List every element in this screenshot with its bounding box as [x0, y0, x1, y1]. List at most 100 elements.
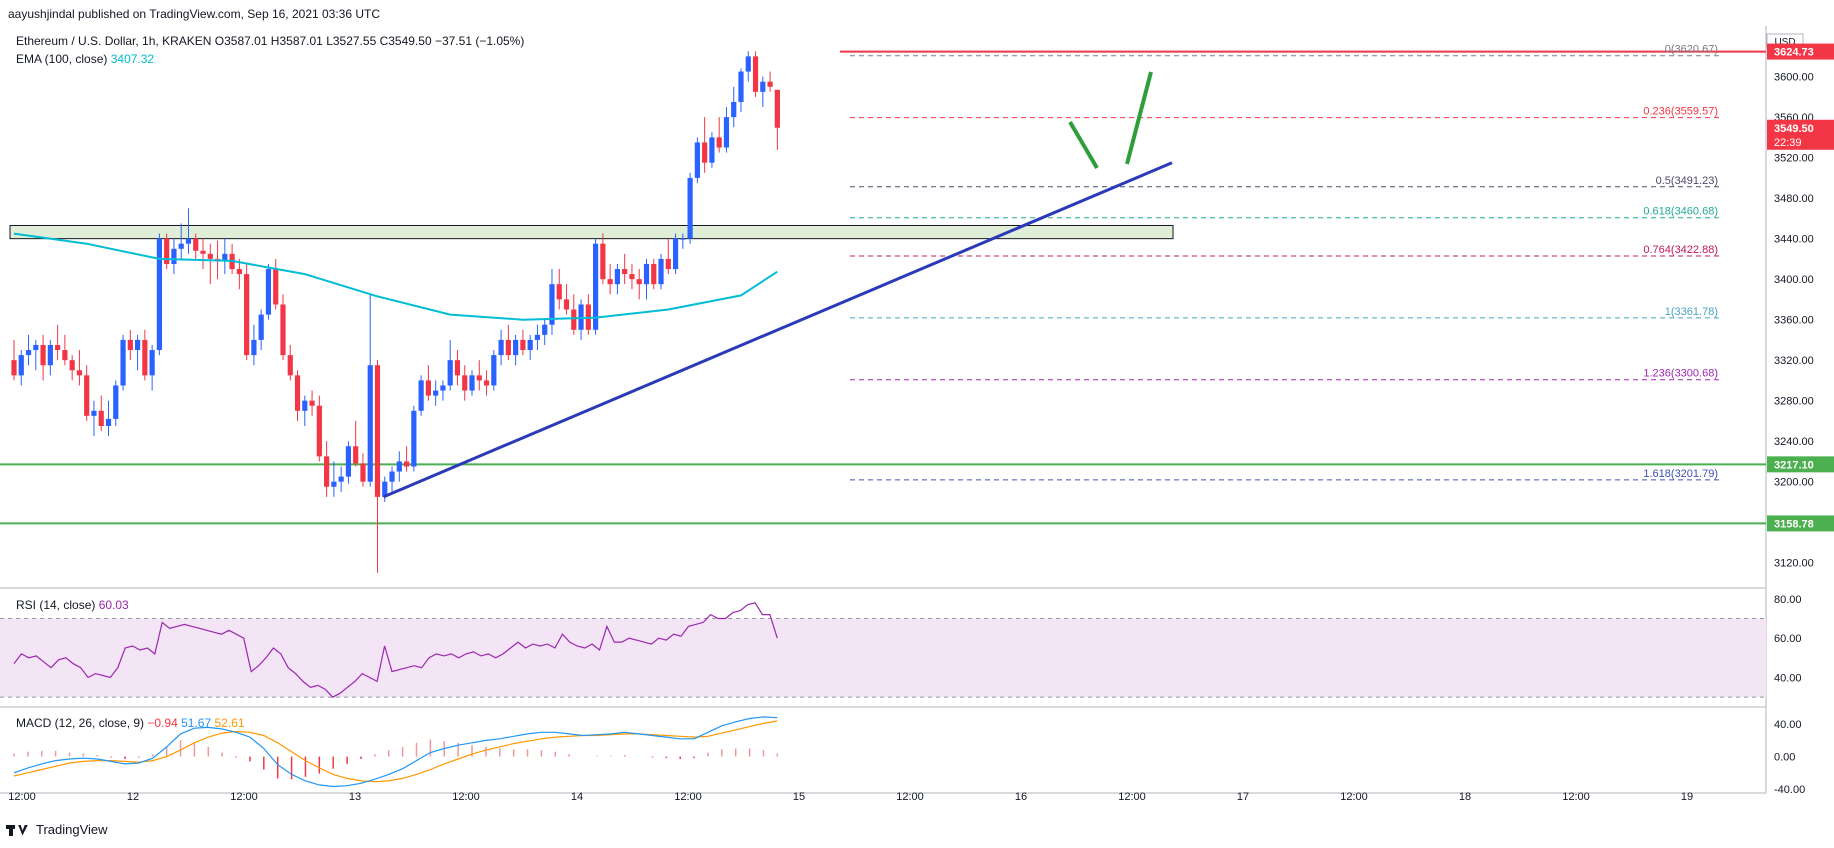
rsi-legend: RSI (14, close) 60.03 — [16, 598, 129, 612]
time-tick-label: 12:00 — [1118, 791, 1146, 803]
candle-body — [360, 463, 366, 482]
rsi-line — [13, 602, 778, 698]
candle-body — [345, 446, 352, 477]
time-tick-label: 17 — [1237, 791, 1249, 803]
candle-body — [651, 263, 657, 285]
candle-body — [382, 481, 388, 497]
candle-body — [454, 360, 461, 376]
candle-body — [709, 137, 715, 163]
ohlc-values: O3587.01 H3587.01 L3527.55 C3549.50 −37.… — [214, 34, 525, 48]
candle-body — [142, 339, 148, 376]
time-tick-label: 12:00 — [674, 791, 702, 803]
fib-level-label: 1(3361.78) — [1665, 306, 1718, 318]
time-tick-label: 13 — [349, 791, 361, 803]
candle-body — [353, 446, 359, 464]
candle-body — [629, 274, 635, 280]
candle-body — [483, 380, 490, 386]
time-tick-label: 12:00 — [230, 791, 258, 803]
projection-down-line — [1068, 120, 1099, 170]
candle-body — [520, 339, 526, 351]
candle-body — [156, 238, 162, 351]
candle-body — [476, 375, 482, 381]
support-price-label-1: 3217.10 — [1774, 459, 1814, 471]
candle-body — [251, 339, 257, 356]
rsi-tick-label: 80.00 — [1774, 594, 1802, 606]
candle-body — [367, 365, 373, 482]
time-tick-label: 12:00 — [896, 791, 924, 803]
fib-level-label: 1.236(3300.68) — [1643, 368, 1718, 380]
candle-body — [389, 471, 395, 482]
price-tick-label: 3520.00 — [1774, 153, 1814, 165]
ema-100-line — [13, 232, 778, 321]
candle-body — [236, 269, 242, 275]
price-tick-label: 3120.00 — [1774, 558, 1814, 570]
fib-level-label: 0.618(3460.68) — [1643, 206, 1718, 218]
fib-level-label: 0(3620.67) — [1665, 44, 1718, 56]
candle-body — [469, 375, 475, 391]
price-tick-label: 3600.00 — [1774, 72, 1814, 84]
candle-body — [658, 258, 664, 285]
candle-body — [760, 81, 766, 92]
candle-body — [491, 355, 497, 386]
candle-body — [25, 350, 32, 356]
time-tick-label: 12:00 — [1562, 791, 1590, 803]
candle-body — [273, 269, 279, 305]
candle-body — [687, 177, 693, 239]
candle-body — [433, 390, 439, 396]
macd-line — [13, 716, 778, 788]
candle-body — [338, 476, 344, 482]
tradingview-footer[interactable]: TradingView — [6, 822, 108, 837]
candle-body — [40, 344, 46, 366]
candle-body — [280, 304, 286, 356]
current-price-tag — [1767, 119, 1834, 150]
time-tick-label: 14 — [571, 791, 583, 803]
candle-body — [265, 269, 272, 315]
candle-body — [462, 375, 468, 391]
macd-legend: MACD (12, 26, close, 9) −0.94 51.67 52.6… — [16, 716, 245, 730]
price-tick-label: 3240.00 — [1774, 436, 1814, 448]
candle-body — [593, 243, 599, 330]
candle-body — [84, 375, 90, 416]
fib-level-label: 0.5(3491.23) — [1656, 175, 1718, 187]
rsi-band-fill — [0, 618, 1766, 698]
candle-body — [76, 370, 83, 376]
time-tick-label: 15 — [793, 791, 805, 803]
candle-body — [440, 385, 446, 391]
publisher-line: aayushjindal published on TradingView.co… — [8, 7, 381, 21]
candle-body — [745, 56, 751, 72]
candle-body — [193, 238, 199, 251]
fib-level-label: 0.764(3422.88) — [1643, 244, 1718, 256]
fib-level-label: 1.618(3201.79) — [1643, 468, 1718, 480]
candle-body — [447, 360, 453, 386]
candle-body — [47, 344, 53, 366]
rsi-label: RSI (14, close) — [16, 598, 96, 612]
candle-body — [774, 89, 780, 128]
candle-body — [149, 350, 155, 376]
symbol-legend: Ethereum / U.S. Dollar, 1h, KRAKEN O3587… — [16, 34, 524, 48]
rsi-value: 60.03 — [98, 598, 129, 612]
candle-body — [302, 400, 308, 411]
resistance-price-label: 3624.73 — [1774, 47, 1814, 59]
fib-level-label: 0.236(3559.57) — [1643, 106, 1718, 118]
candle-body — [549, 284, 555, 325]
candle-body — [614, 269, 621, 285]
candle-body — [164, 238, 170, 264]
price-tick-label: 3400.00 — [1774, 274, 1814, 286]
support-trendline — [382, 161, 1173, 499]
time-tick-label: 12:00 — [8, 791, 36, 803]
ema-legend: EMA (100, close) 3407.32 — [16, 52, 154, 66]
candle-body — [542, 324, 548, 335]
candle-body — [636, 279, 642, 285]
candle-body — [498, 339, 504, 356]
macd-tick-label: -40.00 — [1774, 784, 1805, 796]
candle-body — [316, 405, 322, 457]
candle-body — [731, 101, 737, 118]
candle-body — [324, 456, 330, 487]
macd-label: MACD (12, 26, close, 9) — [16, 716, 145, 730]
candle-body — [767, 81, 773, 87]
support-price-label-2: 3158.78 — [1774, 518, 1814, 530]
candle-body — [702, 142, 708, 163]
macd-hist-value: −0.94 — [147, 716, 178, 730]
candle-body — [207, 253, 213, 259]
